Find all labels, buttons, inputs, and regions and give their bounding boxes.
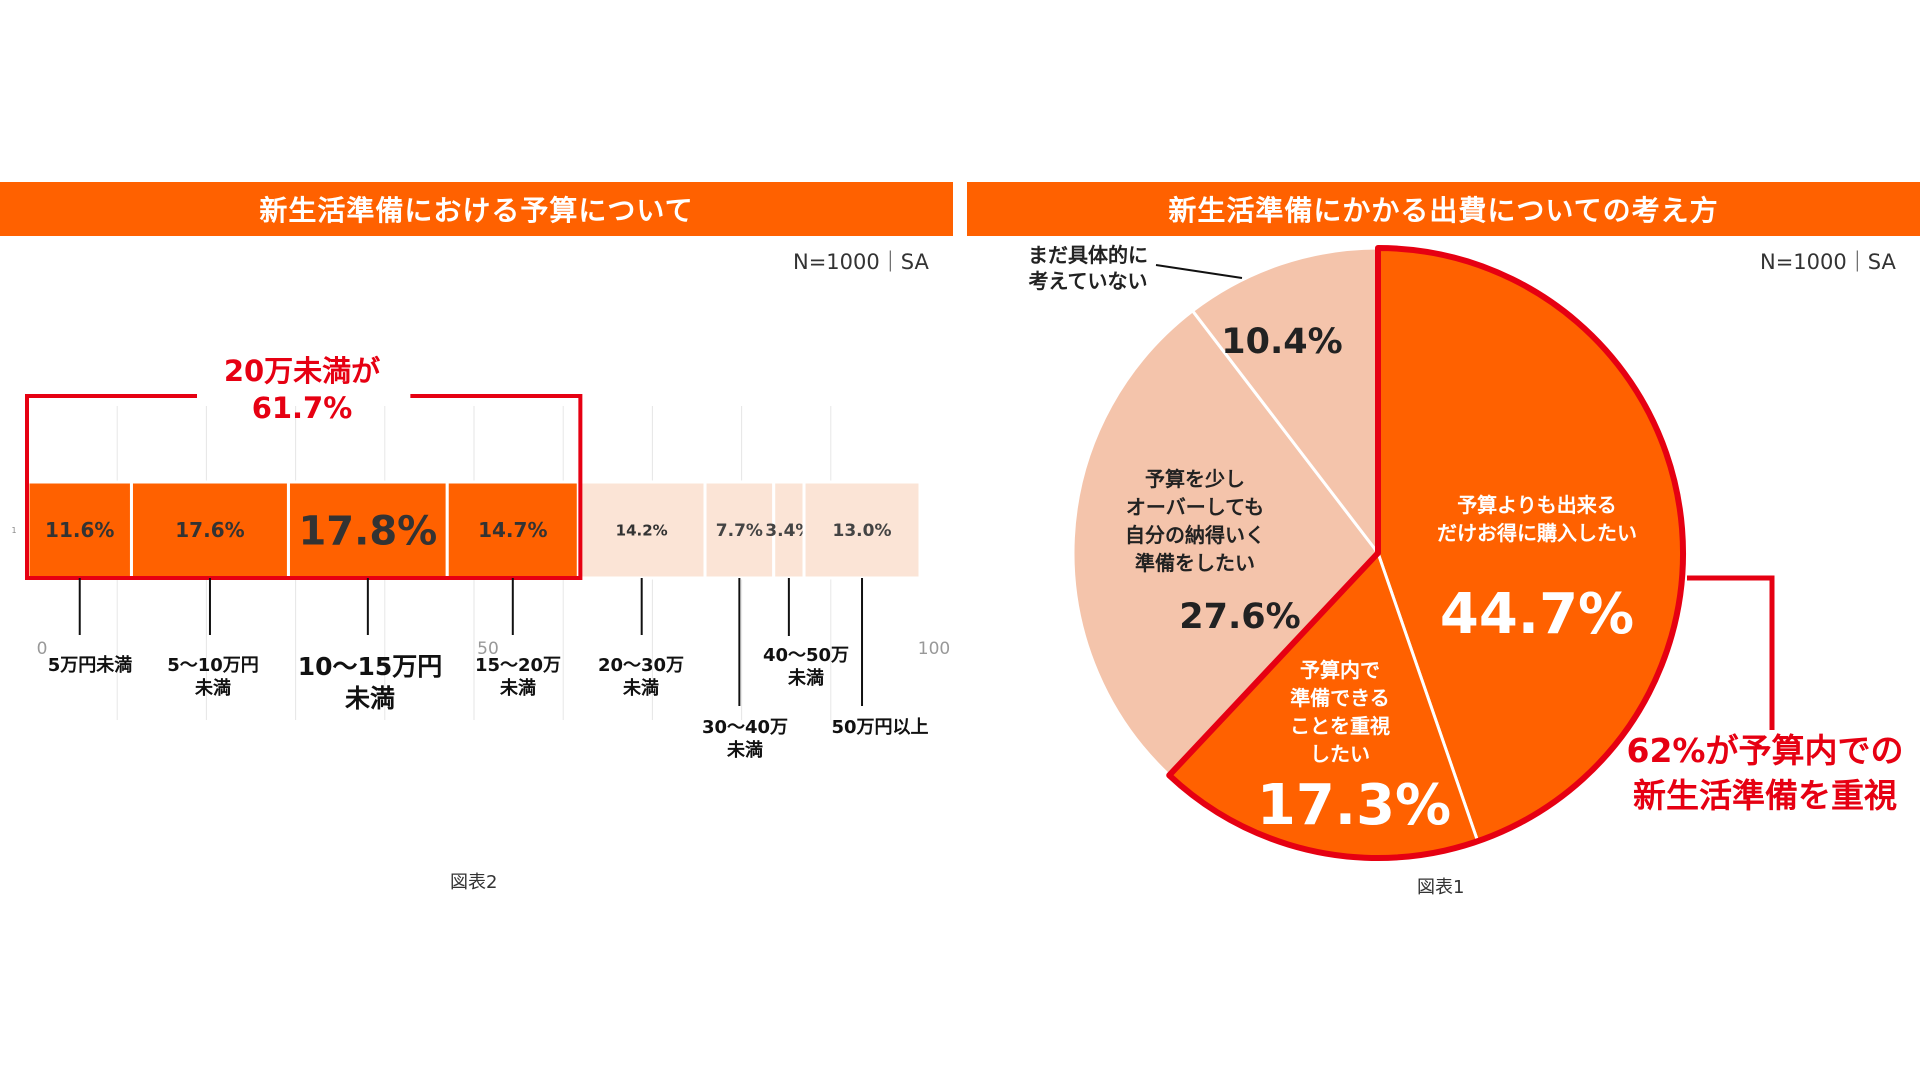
pie-slice-label: 準備できる <box>1290 686 1390 710</box>
pie-slice-label: まだ具体的に <box>1028 243 1148 267</box>
bar-value-label: 7.7% <box>716 521 763 541</box>
category-label: 20〜30万 <box>598 655 684 676</box>
bar-segment <box>445 480 580 580</box>
pie-value-label: 27.6% <box>1179 597 1300 637</box>
pie-slice-label: 予算よりも出来る <box>1457 493 1617 517</box>
pie-slice <box>1190 246 1380 558</box>
bar-value-label: 14.7% <box>478 518 547 542</box>
pie-slice-label: オーバーしても <box>1126 495 1264 519</box>
category-label: 未満 <box>345 684 395 713</box>
category-label: 15〜20万 <box>475 655 561 676</box>
x-tick-label: 100 <box>918 639 950 659</box>
budget-sample-note: N=1000｜SA <box>793 250 929 274</box>
category-label: 未満 <box>623 677 659 699</box>
pie-slice-label: 自分の納得いく <box>1125 523 1265 547</box>
budget-chart-title: 新生活準備における予算について <box>0 182 953 236</box>
category-label: 10〜15万円 <box>298 652 443 681</box>
spending-chart-title: 新生活準備にかかる出費についての考え方 <box>967 182 1920 236</box>
bar-segment <box>703 480 776 580</box>
pie-value-label: 17.3% <box>1257 773 1451 838</box>
bar-value-label: 14.2% <box>616 521 668 539</box>
pie-highlight-outline <box>1166 245 1686 861</box>
spending-sample-note: N=1000｜SA <box>1760 250 1896 274</box>
highlight-frame <box>25 394 583 580</box>
category-label: 未満 <box>500 677 536 699</box>
pie-slice-label: 準備をしたい <box>1135 551 1255 575</box>
pie-slice-label: 予算内で <box>1300 658 1380 682</box>
pie-slice-label: だけお得に購入したい <box>1437 521 1637 545</box>
x-tick-label: 50 <box>477 639 499 659</box>
bar-value-label: 17.6% <box>175 518 244 542</box>
row-label: 1 <box>11 526 16 535</box>
pie-annotation: 新生活準備を重視 <box>1633 776 1897 815</box>
pie-leader-line <box>1155 264 1243 279</box>
highlight-annotation: 61.7% <box>252 391 353 425</box>
spending-chart-caption: 図表1 <box>1417 877 1465 898</box>
category-label: 未満 <box>727 739 763 761</box>
pie-slice-label: 考えていない <box>1029 269 1148 293</box>
bar-value-label: 11.6% <box>45 518 114 542</box>
highlight-annotation: 20万未満が <box>224 354 380 388</box>
budget-bar-chart: 1 11.6% 17.6% 17.8% 14.7% 14.2% 7.7% 3.4% 13.0% 2… <box>11 354 950 761</box>
bar-segment <box>129 480 290 580</box>
category-label: 5〜10万円 <box>167 655 259 676</box>
pie-annotation: 62%が予算内での <box>1627 731 1904 770</box>
pie-slice <box>1071 308 1380 778</box>
pie-value-label: 44.7% <box>1440 582 1634 647</box>
category-label: 40〜50万 <box>763 645 849 666</box>
category-label: 50万円以上 <box>831 717 928 738</box>
bar-value-label: 3.4% <box>765 521 812 541</box>
category-label: 未満 <box>788 667 824 689</box>
pie-slice-label: したい <box>1310 742 1370 766</box>
pie-slice-label: 予算を少し <box>1145 467 1245 491</box>
category-label: 5万円未満 <box>48 654 133 676</box>
budget-chart-caption: 図表2 <box>450 872 498 893</box>
spending-chart-panel: 新生活準備にかかる出費についての考え方 N=1000｜SA 予算よりも出来る だけ… <box>960 0 1920 1080</box>
bar-value-label: 13.0% <box>833 521 892 541</box>
category-label: 未満 <box>195 677 231 699</box>
pie-value-label: 10.4% <box>1221 322 1342 362</box>
category-label: 30〜40万 <box>702 717 788 738</box>
budget-chart-panel: 新生活準備における予算について N=1000｜SA 1 11.6% 17.6% 17.… <box>0 182 953 893</box>
bar-value-label: 17.8% <box>298 508 437 554</box>
pie-slice-label: ことを重視 <box>1290 714 1390 738</box>
bar-segment <box>802 480 922 580</box>
x-tick-label: 0 <box>37 639 48 659</box>
annotation-bracket <box>1687 575 1775 730</box>
